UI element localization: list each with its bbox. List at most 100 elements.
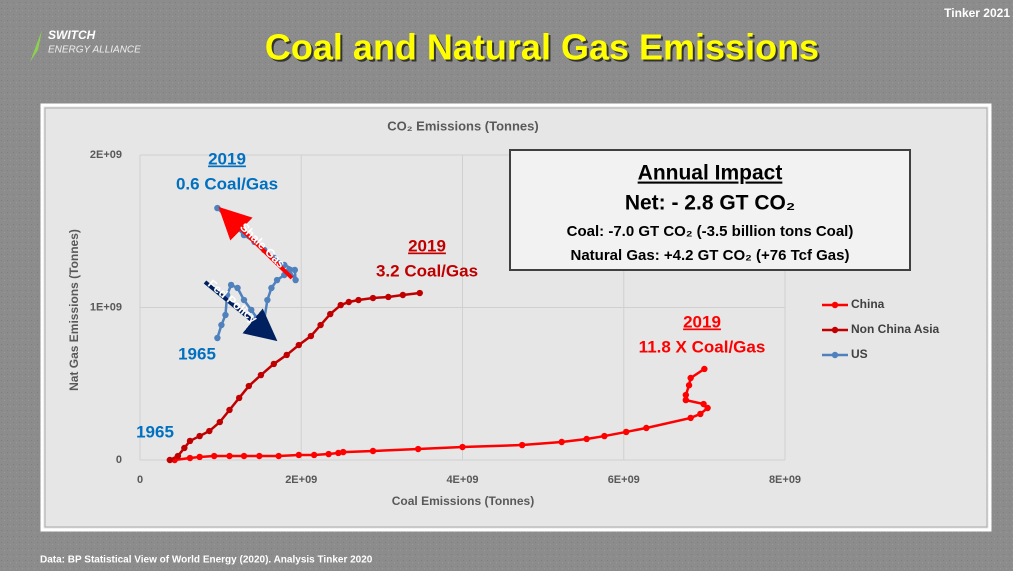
point xyxy=(283,351,290,359)
point xyxy=(227,281,235,289)
annotation: 2019 xyxy=(408,236,446,255)
impact-box xyxy=(509,149,911,271)
point xyxy=(369,294,377,302)
point xyxy=(275,452,282,460)
point xyxy=(355,296,362,304)
point xyxy=(235,394,243,402)
point xyxy=(414,445,422,453)
title-shadow: Coal and Natural Gas Emissions xyxy=(267,29,821,70)
point xyxy=(700,400,707,408)
point xyxy=(583,435,590,443)
point xyxy=(369,447,377,455)
legend-label: China xyxy=(851,297,885,311)
chart-title: CO₂ Emissions (Tonnes) xyxy=(387,118,538,133)
panel-border xyxy=(44,107,988,528)
point xyxy=(240,296,248,304)
x-axis-label: Coal Emissions (Tonnes) xyxy=(392,494,534,508)
point xyxy=(214,204,221,212)
point xyxy=(701,365,708,373)
impact-coal: Coal: -7.0 GT CO₂ (-3.5 billion tons Coa… xyxy=(567,223,854,240)
point xyxy=(697,410,704,418)
point xyxy=(295,451,303,459)
point xyxy=(214,334,221,342)
annotation: 0.6 Coal/Gas xyxy=(176,174,278,193)
x-tick-label: 8E+09 xyxy=(769,474,801,486)
logo: SWITCH xyxy=(48,28,96,42)
point xyxy=(292,276,299,284)
point xyxy=(643,424,650,432)
credit: Tinker 2021 xyxy=(944,6,1010,20)
logo-sub: ENERGY ALLIANCE xyxy=(48,45,141,56)
point xyxy=(196,432,203,440)
point xyxy=(226,452,233,460)
point xyxy=(295,341,303,349)
point xyxy=(240,452,248,460)
point xyxy=(206,427,213,435)
point xyxy=(325,450,332,458)
point xyxy=(317,321,324,329)
point xyxy=(273,276,281,284)
arrow xyxy=(203,280,278,342)
x-tick-label: 6E+09 xyxy=(608,474,640,486)
point xyxy=(257,371,265,379)
x-tick-label: 2E+09 xyxy=(285,474,317,486)
y-tick-label: 0 xyxy=(116,454,122,466)
impact-gas: Natural Gas: +4.2 GT CO₂ (+76 Tcf Gas) xyxy=(571,247,850,264)
x-tick-label: 4E+09 xyxy=(446,474,478,486)
legend-swatch xyxy=(831,301,839,309)
point xyxy=(218,321,225,329)
annotation: 1965 xyxy=(136,422,174,441)
y-axis-label: Nat Gas Emissions (Tonnes) xyxy=(67,229,81,391)
point xyxy=(307,332,315,340)
point xyxy=(335,449,342,457)
point xyxy=(399,291,407,299)
point xyxy=(245,382,253,390)
point xyxy=(685,382,693,389)
point xyxy=(226,406,233,414)
footer: Data: BP Statistical View of World Energ… xyxy=(40,555,373,566)
logo-mark xyxy=(30,30,42,62)
x-tick-label: 0 xyxy=(137,474,143,486)
point xyxy=(234,284,241,292)
impact-title: Annual Impact xyxy=(638,162,783,185)
point xyxy=(264,296,271,304)
y-tick-label: 1E+09 xyxy=(90,301,122,313)
annotation: 2019 xyxy=(208,149,246,168)
point xyxy=(558,438,565,446)
point xyxy=(518,441,526,449)
impact-net: Net: - 2.8 GT CO₂ xyxy=(625,192,795,215)
legend-swatch xyxy=(831,351,839,359)
point xyxy=(260,316,268,324)
point xyxy=(339,448,347,456)
legend-label: US xyxy=(851,347,868,361)
point xyxy=(687,414,694,422)
annotation: 2019 xyxy=(683,312,721,331)
annotation: 1965 xyxy=(178,344,216,363)
point xyxy=(256,452,263,460)
point xyxy=(181,444,188,452)
annotation: 3.2 Coal/Gas xyxy=(376,261,478,280)
point xyxy=(174,452,182,460)
point xyxy=(601,432,608,440)
point xyxy=(186,437,194,445)
point xyxy=(687,374,694,382)
point xyxy=(622,428,630,436)
point xyxy=(222,311,229,319)
annotation: 11.8 X Coal/Gas xyxy=(639,337,766,356)
point xyxy=(345,298,353,306)
point xyxy=(216,418,224,426)
point xyxy=(310,451,318,459)
point xyxy=(291,266,298,274)
point xyxy=(268,284,275,292)
point xyxy=(416,289,423,297)
legend-label: Non China Asia xyxy=(851,322,940,336)
point xyxy=(682,396,690,404)
point xyxy=(682,391,690,399)
point xyxy=(166,456,174,464)
point xyxy=(459,443,466,451)
legend-swatch xyxy=(831,326,839,334)
point xyxy=(270,360,278,368)
slide-title: Coal and Natural Gas Emissions xyxy=(265,27,819,68)
point xyxy=(327,310,334,318)
